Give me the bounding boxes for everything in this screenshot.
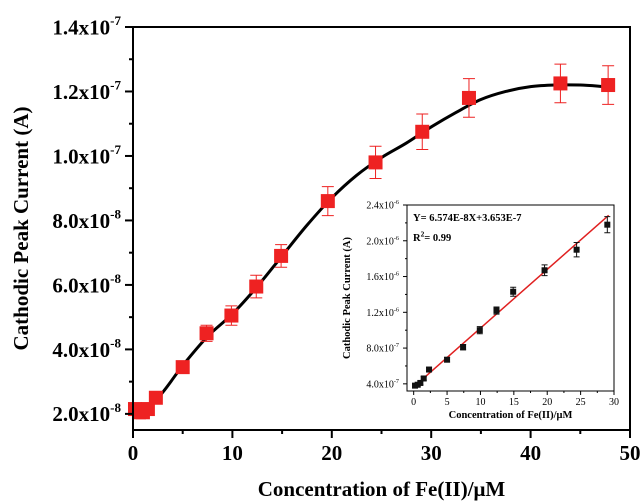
inset-y-tick-mantissa: 1.2x10 <box>366 308 394 319</box>
main-y-tick-exponent: -8 <box>110 206 121 221</box>
inset-y-tick-label: 1.6x10-6 <box>366 271 399 284</box>
main-y-tick-exponent: -8 <box>110 271 121 286</box>
inset-x-tick-label: 30 <box>609 397 619 408</box>
inset-data-point <box>604 221 611 228</box>
inset-y-tick-label: 2.0x10-6 <box>366 235 399 248</box>
inset-annotation: Y= 6.574E-8X+3.653E-7 <box>413 213 522 224</box>
inset-data-point <box>417 379 424 386</box>
main-data-point <box>553 76 568 91</box>
main-y-tick-mantissa: 8.0x10 <box>52 209 110 233</box>
inset-y-tick-label: 1.2x10-6 <box>366 306 399 319</box>
inset-y-tick-mantissa: 2.0x10 <box>366 236 394 247</box>
inset-plot-background <box>407 205 614 391</box>
inset-annotation: R2= 0.99 <box>413 229 451 244</box>
inset-y-tick-mantissa: 2.4x10 <box>366 201 394 212</box>
main-data-point <box>175 360 190 375</box>
main-y-tick-mantissa: 6.0x10 <box>52 273 110 297</box>
inset-plot-frame <box>406 204 615 392</box>
main-y-tick-mantissa: 1.4x10 <box>52 15 110 39</box>
main-chart-group: 0 10 20 30 40 502.0x10-84.0x10-86.0x10-88.0x1… <box>9 13 641 501</box>
inset-y-tick-mantissa: 8.0x10 <box>366 344 394 355</box>
main-y-tick-label: 1.2x10-7 <box>52 77 121 103</box>
main-x-tick-label: 20 <box>321 441 342 465</box>
main-data-point <box>368 155 383 170</box>
inset-annotation-text: R <box>413 233 421 244</box>
inset-data-point <box>444 356 451 363</box>
inset-data-point <box>426 366 433 373</box>
inset-data-point <box>541 267 548 274</box>
main-y-tick-exponent: -8 <box>110 335 121 350</box>
main-y-tick-label: 2.0x10-8 <box>52 400 121 426</box>
inset-data-point <box>510 288 517 295</box>
inset-y-axis-label: Cathodic Peak Current (A) <box>342 237 353 360</box>
main-data-point <box>415 124 430 139</box>
main-y-tick-label: 4.0x10-8 <box>52 335 121 361</box>
inset-y-tick-mantissa: 1.6x10 <box>366 272 394 283</box>
main-y-tick-exponent: -7 <box>110 13 121 28</box>
inset-x-tick-label: 0 <box>411 397 416 408</box>
inset-x-tick-label: 20 <box>542 397 552 408</box>
main-data-point <box>148 390 163 405</box>
main-y-tick-mantissa: 1.2x10 <box>52 80 110 104</box>
inset-data-point <box>460 344 467 351</box>
main-y-tick-mantissa: 1.0x10 <box>52 144 110 168</box>
main-x-tick-label: 30 <box>421 441 442 465</box>
inset-y-tick-exponent: -7 <box>394 342 399 349</box>
main-data-point <box>320 194 335 209</box>
main-y-tick-exponent: -7 <box>110 77 121 92</box>
inset-y-tick-exponent: -6 <box>394 271 399 278</box>
inset-y-tick-exponent: -6 <box>394 235 399 242</box>
main-x-tick-label: 50 <box>620 441 641 465</box>
inset-x-tick-label: 5 <box>445 397 450 408</box>
inset-data-point <box>420 375 427 382</box>
inset-y-tick-exponent: -7 <box>394 378 399 385</box>
main-y-tick-exponent: -8 <box>110 400 121 415</box>
main-y-tick-exponent: -7 <box>110 142 121 157</box>
main-y-tick-label: 8.0x10-8 <box>52 206 121 232</box>
inset-x-tick-label: 15 <box>509 397 519 408</box>
inset-y-tick-label: 2.4x10-6 <box>366 199 399 212</box>
main-y-tick-label: 1.0x10-7 <box>52 142 121 168</box>
inset-annotation-suffix: = 0.99 <box>424 233 451 244</box>
main-data-point <box>601 78 616 93</box>
main-y-tick-label: 1.4x10-7 <box>52 13 121 39</box>
main-data-point <box>199 326 214 341</box>
inset-x-tick-label: 10 <box>475 397 485 408</box>
main-x-axis-label: Concentration of Fe(II)/μM <box>258 477 506 501</box>
inset-x-axis-label: Concentration of Fe(II)/μM <box>449 410 573 421</box>
main-data-point <box>249 279 264 294</box>
main-data-point <box>140 402 155 417</box>
inset-y-tick-label: 8.0x10-7 <box>366 342 399 355</box>
main-x-tick-label: 40 <box>520 441 541 465</box>
main-y-tick-mantissa: 2.0x10 <box>52 402 110 426</box>
inset-y-tick-exponent: -6 <box>394 199 399 206</box>
inset-data-point <box>476 327 483 334</box>
inset-chart-group: 0 5 10 15 20 25 304.0x10-78.0x10-71.2x10-61.6x… <box>342 199 619 421</box>
inset-data-point <box>493 307 500 314</box>
main-y-axis-label: Cathodic Peak Current (A) <box>9 106 33 350</box>
main-data-point <box>461 90 476 105</box>
inset-y-tick-exponent: -6 <box>394 306 399 313</box>
main-data-point <box>224 308 239 323</box>
main-x-tick-label: 0 <box>128 441 139 465</box>
inset-annotation-superscript: 2 <box>421 229 425 238</box>
inset-x-tick-label: 25 <box>576 397 586 408</box>
inset-data-point <box>573 246 580 253</box>
inset-y-tick-label: 4.0x10-7 <box>366 378 399 391</box>
inset-y-tick-mantissa: 4.0x10 <box>366 379 394 390</box>
main-data-point <box>274 248 289 263</box>
main-x-tick-label: 10 <box>222 441 243 465</box>
main-y-tick-label: 6.0x10-8 <box>52 271 121 297</box>
inset-annotation-text: Y= 6.574E-8X+3.653E-7 <box>413 213 522 224</box>
main-y-tick-mantissa: 4.0x10 <box>52 338 110 362</box>
